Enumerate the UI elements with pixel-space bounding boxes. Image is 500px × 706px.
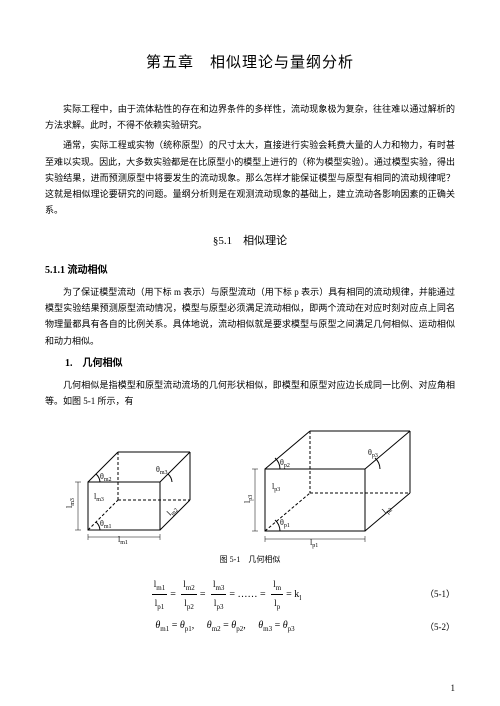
- figure-right: lp1 lp2 lp3 lp3 θp1 θp2 θp3: [240, 419, 440, 549]
- page-number: 1: [451, 680, 456, 696]
- page: 第五章 相似理论与量纲分析 实际工程中，由于流体粘性的存在和边界条件的多样性，流…: [0, 0, 500, 706]
- intro-p2: 通常，实际工程或实物（统称原型）的尺寸太大，直接进行实验会耗费大量的人力和物力，…: [45, 137, 455, 218]
- geom-p1: 几何相似是指模型和原型流动流场的几何形状相似，即模型和原型对应边长成同一比例、对…: [45, 377, 455, 409]
- eq-num-5-1: （5-1）: [405, 586, 455, 602]
- figures-row: lm1 lm2 lm3 lm3 θm1 θm2 θm3: [45, 419, 455, 549]
- label-lm2: lm2: [165, 504, 180, 519]
- s511-p1: 为了保证模型流动（用下标 m 表示）与原型流动（用下标 p 表示）具有相同的流动…: [45, 284, 455, 349]
- label-thetap2: θp2: [280, 458, 290, 469]
- section-5-1-title: §5.1 相似理论: [45, 232, 455, 252]
- label-thetap3: θp3: [368, 448, 378, 459]
- s511-title: 5.1.1 流动相似: [45, 262, 455, 280]
- equation-5-2: θm1 = θp1, θm2 = θp2, θm3 = θp3 （5-2）: [45, 617, 455, 636]
- label-thetam1: θm1: [100, 519, 112, 530]
- eq-num-5-2: （5-2）: [405, 619, 455, 635]
- label-thetap1: θp1: [280, 518, 290, 529]
- label-thetam2: θm2: [100, 472, 112, 483]
- label-thetam3: θm3: [156, 465, 168, 476]
- geom-title: 1. 几何相似: [45, 355, 455, 373]
- label-lm3-v: lm3: [65, 498, 76, 508]
- intro-p1: 实际工程中，由于流体粘性的存在和边界条件的多样性，流动现象极为复杂，往往难以通过…: [45, 101, 455, 133]
- figure-caption: 图 5-1 几何相似: [45, 553, 455, 567]
- label-lp1: lp1: [310, 538, 318, 549]
- label-lp3-v: lp3: [243, 495, 254, 503]
- figure-left: lm1 lm2 lm3 lm3 θm1 θm2 θm3: [60, 434, 210, 549]
- chapter-title: 第五章 相似理论与量纲分析: [45, 50, 455, 77]
- label-lp2: lp2: [381, 504, 394, 518]
- label-lp3: lp3: [272, 482, 280, 493]
- label-lm3: lm3: [94, 492, 104, 503]
- label-lm1: lm1: [118, 535, 128, 546]
- equation-5-1: lm1lp1= lm2lp2= lm3lp3= …… = lmlp= kl （5…: [45, 576, 455, 614]
